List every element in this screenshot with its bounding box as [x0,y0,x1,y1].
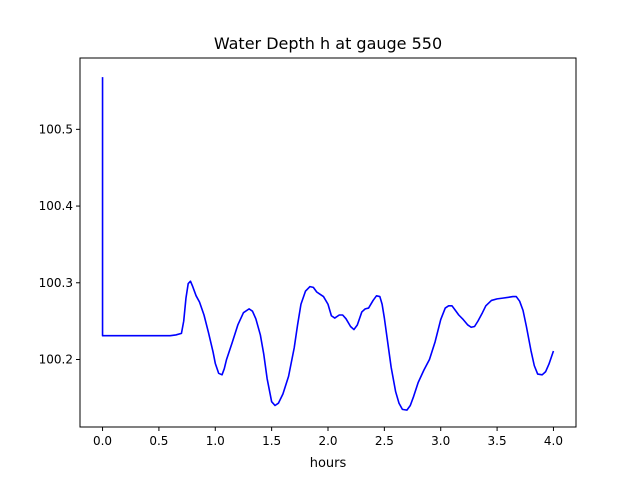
x-tick-label: 2.0 [318,434,337,448]
plot-area: 0.0 0.5 1.0 1.5 2.0 2.5 3.0 3.5 4.0 100.2 100.3 100… [39,57,577,448]
y-tick-label: 100.2 [39,352,73,366]
chart-title: Water Depth h at gauge 550 [214,34,442,53]
x-tick-label: 2.5 [375,434,394,448]
x-tick-label: 0.0 [93,434,112,448]
x-tick-label: 0.5 [149,434,168,448]
x-tick-label: 1.5 [262,434,281,448]
y-tick-label: 100.4 [39,199,73,213]
y-tick-label: 100.3 [39,276,73,290]
x-tick-label: 1.0 [206,434,225,448]
series-line-0 [101,77,555,411]
x-axis-label: hours [310,456,347,471]
x-tick-label: 4.0 [544,434,563,448]
y-tick-label: 100.5 [39,122,73,136]
x-tick-label: 3.5 [488,434,507,448]
x-tick-label: 3.0 [431,434,450,448]
